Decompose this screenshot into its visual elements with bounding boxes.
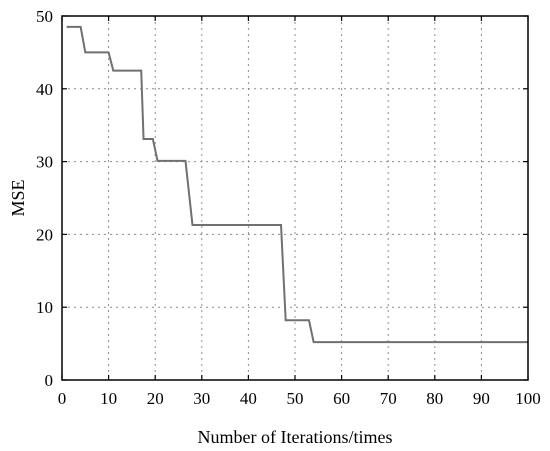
y-tick-label: 50: [36, 7, 53, 26]
series-group: [66, 25, 528, 344]
y-axis-label: MSE: [8, 179, 28, 216]
mse-series-line: [66, 25, 528, 344]
y-tick-label: 0: [45, 371, 54, 390]
x-tick-label: 80: [426, 389, 443, 408]
x-tick-label: 20: [147, 389, 164, 408]
x-tick-label: 10: [100, 389, 117, 408]
axis-ticks: [61, 15, 529, 381]
y-tick-labels: 0 10 20 30 40 50: [36, 7, 53, 390]
x-tick-label: 40: [240, 389, 257, 408]
x-tick-label: 60: [333, 389, 350, 408]
x-tick-label: 50: [287, 389, 304, 408]
x-axis-label: Number of Iterations/times: [198, 427, 393, 447]
y-tick-label: 20: [36, 225, 53, 244]
y-tick-label: 40: [36, 80, 53, 99]
grid-lines: [62, 16, 528, 380]
y-tick-label: 30: [36, 153, 53, 172]
x-tick-label: 30: [193, 389, 210, 408]
x-tick-label: 90: [473, 389, 490, 408]
x-tick-label: 100: [515, 389, 541, 408]
x-tick-label: 70: [380, 389, 397, 408]
y-tick-label: 10: [36, 298, 53, 317]
x-tick-labels: 0 10 20 30 40 50 60 70 80 90 100: [58, 389, 541, 408]
x-tick-label: 0: [58, 389, 67, 408]
